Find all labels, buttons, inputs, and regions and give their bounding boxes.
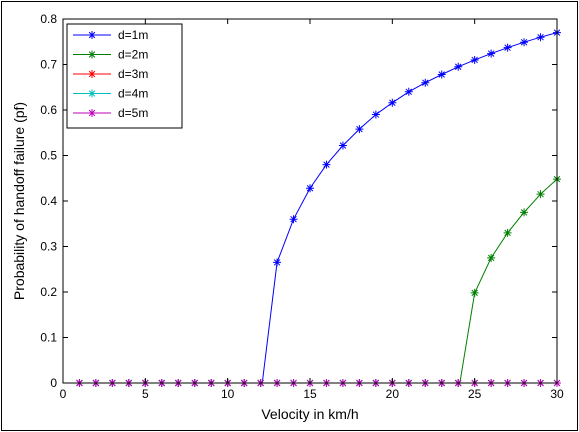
y-tick-label: 0.2	[40, 285, 57, 299]
data-point	[470, 55, 479, 64]
y-axis-label: Probability of handoff failure (pf)	[11, 102, 27, 300]
legend-label: d=2m	[118, 48, 148, 62]
data-point	[503, 228, 512, 237]
legend-item: d=4m	[73, 87, 148, 101]
x-tick-label: 20	[386, 387, 400, 401]
legend-label: d=5m	[118, 106, 148, 120]
data-point	[536, 190, 545, 199]
y-tick-label: 0.3	[40, 240, 57, 254]
y-tick-label: 0.6	[40, 103, 57, 117]
x-tick-label: 15	[303, 387, 317, 401]
x-tick-label: 30	[550, 387, 564, 401]
y-tick-label: 0.8	[40, 12, 57, 26]
legend-item: d=2m	[73, 48, 148, 62]
legend-label: d=3m	[118, 67, 148, 81]
legend-item: d=5m	[73, 106, 148, 120]
data-point	[520, 38, 529, 47]
x-tick-label: 5	[142, 387, 149, 401]
data-point	[487, 253, 496, 262]
data-point	[306, 184, 314, 193]
legend-item: d=1m	[73, 28, 148, 42]
data-point	[338, 141, 347, 150]
data-point	[404, 87, 413, 96]
y-tick-label: 0.5	[40, 149, 57, 163]
x-tick-label: 25	[468, 387, 482, 401]
data-point	[322, 160, 331, 169]
data-point	[520, 208, 529, 217]
data-point	[536, 33, 545, 42]
data-point	[503, 43, 512, 52]
y-tick-label: 0.1	[40, 331, 57, 345]
x-tick-label: 10	[221, 387, 235, 401]
data-point	[273, 258, 282, 267]
data-point	[437, 70, 446, 79]
data-point	[454, 62, 463, 71]
ticks-layer: 0 5 10 15 20 25 30 0 0.1 0.2 0.3 0.4 0.5 0.6 0.7 0.8	[40, 12, 564, 401]
data-point	[388, 98, 397, 107]
data-point	[289, 215, 298, 224]
x-tick-label: 0	[60, 387, 67, 401]
legend-label: d=1m	[118, 28, 148, 42]
data-point	[470, 288, 479, 297]
data-point	[355, 125, 364, 134]
y-tick-label: 0.7	[40, 58, 57, 72]
y-tick-label: 0.4	[40, 194, 57, 208]
data-point	[421, 78, 430, 87]
legend-label: d=4m	[118, 87, 148, 101]
series-line	[79, 178, 558, 384]
legend-box	[66, 23, 183, 129]
data-point	[371, 110, 380, 119]
legend: d=1m d=2m d=3m d=4m d=5m	[66, 23, 183, 129]
legend-item: d=3m	[73, 67, 148, 81]
y-tick-label: 0	[50, 376, 57, 390]
data-point	[487, 49, 496, 58]
series-d=2m	[75, 175, 561, 387]
x-axis-label: Velocity in km/h	[261, 406, 358, 422]
